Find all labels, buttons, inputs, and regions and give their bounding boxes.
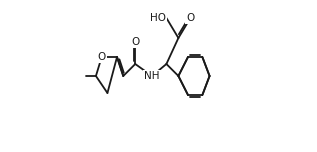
Text: O: O [98,52,106,62]
Text: O: O [131,37,139,47]
Text: NH: NH [144,71,160,81]
Text: O: O [186,13,195,23]
Text: HO: HO [150,13,166,23]
